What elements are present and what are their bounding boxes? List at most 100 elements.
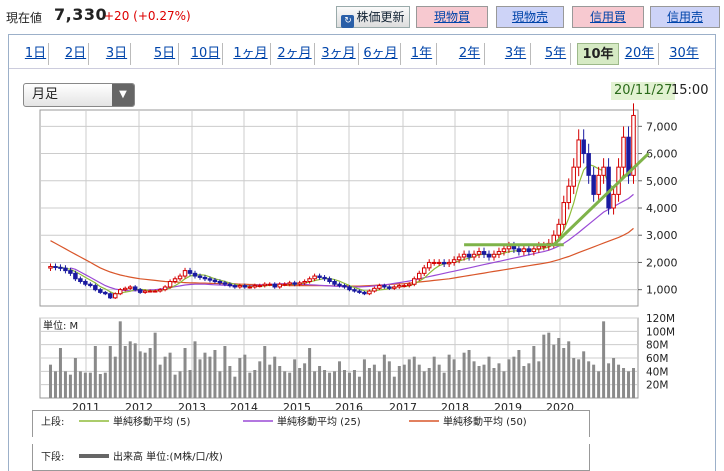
candle-body: [581, 139, 586, 155]
tab-6[interactable]: 1ヶ月: [231, 43, 271, 65]
volume-bar: [457, 370, 461, 398]
volume-bar: [632, 368, 636, 398]
candle-body: [252, 285, 258, 288]
chart-legend-lower: 下段: 出来高 単位:(M株/口/枚): [32, 444, 590, 471]
candle-body: [402, 285, 407, 288]
volume-bar: [342, 370, 346, 398]
tab-1[interactable]: 1日: [23, 43, 49, 65]
tab-4[interactable]: 5日: [151, 43, 179, 65]
volume-bar: [407, 359, 411, 398]
volume-bar: [203, 352, 207, 398]
volume-bar: [542, 334, 546, 398]
tab-10[interactable]: 1年: [407, 43, 437, 65]
volume-bar: [103, 372, 107, 398]
volume-bar: [88, 372, 92, 398]
candle-body: [596, 174, 601, 195]
volume-bar: [392, 376, 396, 398]
volume-bar: [597, 371, 601, 398]
volume-bar: [53, 371, 57, 398]
candle-body: [202, 276, 208, 280]
candle-body: [382, 285, 387, 288]
volume-bar: [472, 361, 476, 398]
candle-body: [83, 281, 88, 285]
candle-body: [63, 267, 68, 272]
candle-body: [526, 248, 532, 253]
candle-body: [98, 289, 103, 293]
candle-body: [247, 286, 253, 289]
candle-body: [282, 283, 287, 286]
volume-bar: [437, 364, 441, 398]
tab-11[interactable]: 2年: [455, 43, 485, 65]
candle-body: [78, 278, 83, 282]
margin-buy-button[interactable]: 信用買: [572, 6, 644, 28]
volume-bar: [163, 356, 167, 398]
volume-bar: [572, 358, 576, 398]
candle-body: [466, 253, 472, 258]
legend-ma50-label: 単純移動平均 (50): [443, 415, 527, 428]
volume-bar: [532, 346, 536, 398]
candle-body: [521, 248, 527, 253]
candle-body: [232, 285, 238, 288]
volume-bar: [582, 351, 586, 398]
candle-body: [332, 281, 337, 285]
candle-body: [392, 286, 397, 289]
volume-bar: [123, 346, 127, 398]
volume-bar: [328, 372, 332, 398]
tab-5[interactable]: 10日: [189, 43, 223, 65]
volume-bar: [263, 346, 267, 398]
tab-14[interactable]: 10年: [577, 43, 619, 65]
price-tick-label: 3,000: [646, 229, 678, 242]
volume-bar: [352, 370, 356, 398]
volume-bar: [607, 363, 611, 398]
candle-body: [556, 223, 562, 236]
period-tabs: 1日 2日 3日 5日 10日 1ヶ月 2ヶ月 3ヶ月 6ヶ月 1年 2年 3年 5年 10年 20年 30年: [9, 35, 715, 69]
candle-body: [407, 283, 412, 287]
tab-15[interactable]: 20年: [621, 43, 659, 65]
volume-bar: [452, 359, 456, 398]
volume-bar: [347, 372, 351, 398]
volume-bar: [577, 359, 581, 398]
price-tick-label: 1,000: [646, 284, 678, 297]
candle-body: [431, 261, 437, 264]
tab-13[interactable]: 5年: [541, 43, 571, 65]
volume-bar: [238, 358, 242, 398]
volume-bar: [143, 352, 147, 398]
volume-bar: [617, 364, 621, 398]
update-price-button[interactable]: ↻ 株価更新: [336, 6, 410, 28]
volume-bar: [243, 354, 247, 398]
candle-body: [73, 272, 78, 280]
volume-bar: [517, 350, 521, 398]
margin-sell-button[interactable]: 信用売: [650, 6, 720, 28]
volume-bar: [612, 358, 616, 398]
tab-2[interactable]: 2日: [63, 43, 89, 65]
volume-bar: [362, 359, 366, 398]
volume-bar: [208, 356, 212, 398]
volume-bar: [318, 366, 322, 398]
price-header: 現在値 7,330 +20 (+0.27%) ↻ 株価更新 現物買 現物売 信用買…: [0, 0, 724, 32]
volume-bar: [338, 361, 342, 398]
candle-body: [182, 270, 188, 277]
spot-sell-button[interactable]: 現物売: [496, 6, 564, 28]
tab-7[interactable]: 2ヶ月: [275, 43, 315, 65]
tab-12[interactable]: 3年: [501, 43, 531, 65]
volume-bar: [527, 363, 531, 398]
candle-body: [122, 287, 128, 291]
tab-9[interactable]: 6ヶ月: [361, 43, 401, 65]
volume-bar: [288, 372, 292, 398]
volume-bar: [547, 332, 551, 398]
candle-body: [167, 281, 173, 288]
tab-3[interactable]: 3日: [103, 43, 131, 65]
volume-bar: [233, 376, 237, 398]
volume-bar: [313, 371, 317, 398]
interval-dropdown[interactable]: 月足 ▼: [23, 83, 135, 107]
volume-bar: [148, 348, 152, 398]
volume-bar: [173, 374, 177, 398]
tab-16[interactable]: 30年: [669, 46, 699, 61]
volume-bar: [402, 364, 406, 398]
tab-8[interactable]: 3ヶ月: [319, 43, 359, 65]
volume-bar: [587, 361, 591, 398]
candle-body: [496, 251, 502, 255]
volume-bar: [248, 372, 252, 398]
spot-buy-button[interactable]: 現物買: [416, 6, 488, 28]
candle-body: [227, 283, 233, 287]
